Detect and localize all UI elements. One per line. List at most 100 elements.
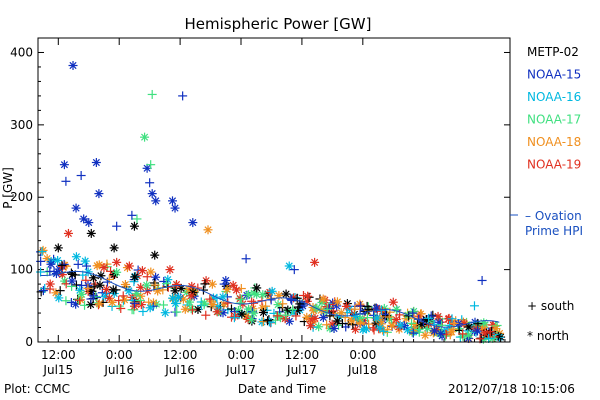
data-point-north [188,218,198,228]
data-point-south [362,313,372,323]
data-points [36,61,506,344]
data-point-north [395,320,405,330]
data-point-south [57,260,67,270]
data-point-south [340,312,350,322]
axis-ticks: 010020030040012:00Jul150:00Jul1612:00Jul… [10,38,510,377]
legend-entry: NOAA-18 [527,135,581,149]
x-axis-label: Date and Time [238,382,326,396]
y-tick-label: 400 [10,45,33,59]
data-point-south [118,291,128,301]
data-point-south [61,296,71,306]
data-point-north [351,311,361,321]
data-point-north [137,266,147,276]
data-point-south [45,266,55,276]
data-point-north [252,283,262,293]
data-point-south [337,318,347,328]
data-point-south [322,320,332,330]
data-point-south [37,247,47,257]
data-point-south [83,283,93,293]
data-point-north [101,284,111,294]
data-point-north [168,293,178,303]
data-point-south [178,91,188,101]
data-point-south [159,300,169,310]
data-point-south [292,293,302,303]
data-point-north [180,304,190,314]
x-tick-sublabel: Jul16 [164,363,195,377]
legend-entry: NOAA-15 [527,68,581,82]
data-point-south [129,298,139,308]
data-point-north [237,309,247,319]
data-point-north [167,196,177,206]
legend-entry: METP-02 [527,45,579,59]
data-point-north [173,292,183,302]
x-tick-sublabel: Jul17 [225,363,256,377]
data-point-south [407,318,417,328]
data-point-north [310,257,320,267]
data-point-south [424,313,434,323]
model-legend-label: Prime HPI [525,224,583,238]
data-point-south [477,275,487,285]
data-point-north [258,290,268,300]
data-point-north [388,297,398,307]
data-point-south [408,308,418,318]
model-curve [40,270,500,328]
data-point-north [280,314,290,324]
data-point-south [66,297,76,307]
data-point-north [464,322,474,332]
data-point-south [172,307,182,317]
data-point-south [414,314,424,324]
data-point-south [40,283,50,293]
data-point-north [446,327,456,337]
data-point-north [120,280,130,290]
model-legend-label: – Ovation [525,209,582,223]
data-point-north [92,261,102,271]
data-point-south [145,178,155,188]
data-point-north [112,257,122,267]
data-point-north [147,189,157,199]
data-point-north [420,330,430,340]
data-point-north [230,311,240,321]
x-tick-label: 12:00 [163,348,198,362]
data-point-north [112,267,122,277]
data-point-south [262,305,272,315]
data-point-north [306,321,316,331]
data-point-north [120,295,130,305]
data-point-north [341,301,351,311]
data-point-north [165,265,175,275]
data-point-north [142,280,152,290]
data-point-south [485,327,495,337]
data-point-north [46,259,56,269]
data-point-south [261,301,271,311]
data-point-south [447,314,457,324]
data-point-south [414,324,424,334]
data-point-north [124,261,134,271]
legend-entry: NOAA-17 [527,113,581,127]
data-point-south [384,312,394,322]
data-point-north [212,307,222,317]
data-point-south [364,319,374,329]
model-line [40,270,500,328]
data-point-north [54,293,64,303]
data-point-north [258,307,268,317]
data-point-north [136,300,146,310]
data-point-north [267,286,277,296]
data-point-north [387,320,397,330]
data-point-north [203,225,213,235]
data-point-south [241,254,251,264]
data-point-north [77,289,87,299]
data-point-north [108,285,118,295]
data-point-south [55,286,65,296]
data-point-south [350,304,360,314]
data-point-south [362,301,372,311]
data-point-north [160,308,170,318]
data-point-south [146,160,156,170]
data-point-north [318,294,328,304]
data-point-south [142,272,152,282]
data-point-south [219,279,229,289]
data-point-north [68,61,78,71]
marker-legend: + south * north [527,299,574,343]
data-point-south [127,210,137,220]
data-point-south [469,301,479,311]
data-point-north [228,280,238,290]
